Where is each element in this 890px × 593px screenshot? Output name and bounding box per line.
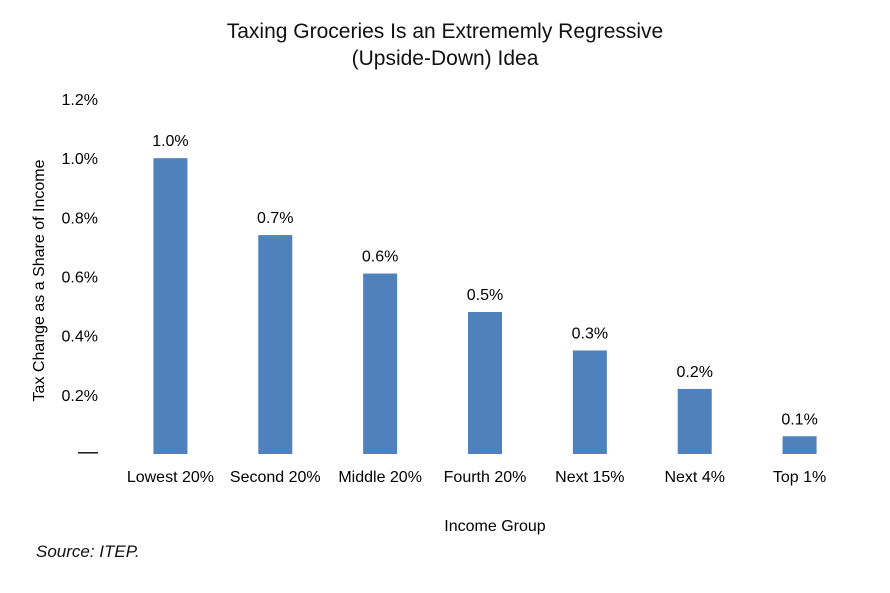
data-label: 0.2% xyxy=(676,364,712,381)
bar xyxy=(363,273,398,454)
bar xyxy=(572,350,607,454)
x-tick-label: Lowest 20% xyxy=(127,469,214,486)
x-tick-label: Top 1% xyxy=(773,469,826,486)
data-label: 0.7% xyxy=(257,210,293,227)
y-tick-label: 0.4% xyxy=(62,329,98,346)
x-tick-label: Second 20% xyxy=(230,469,321,486)
y-tick-label: 0.8% xyxy=(62,210,98,227)
x-tick-label: Middle 20% xyxy=(338,469,422,486)
y-tick-label: — xyxy=(78,441,98,463)
bar xyxy=(468,312,502,454)
bar xyxy=(677,388,712,454)
data-label: 0.3% xyxy=(572,325,608,342)
x-axis-label: Income Group xyxy=(444,518,545,535)
x-tick-label: Next 15% xyxy=(555,469,624,486)
x-tick-label: Fourth 20% xyxy=(444,469,527,486)
chart-title-line-1: Taxing Groceries Is an Extrememly Regres… xyxy=(226,20,664,43)
bar xyxy=(153,158,188,454)
chart-title-line-2: (Upside-Down) Idea xyxy=(351,47,539,70)
y-tick-label: 0.2% xyxy=(62,388,98,405)
data-label: 0.1% xyxy=(781,411,817,428)
bar xyxy=(258,235,293,454)
data-label: 0.6% xyxy=(362,249,398,266)
data-label: 1.0% xyxy=(152,133,188,150)
source-note: Source: ITEP. xyxy=(36,542,140,561)
y-axis-label: Tax Change as a Share of Income xyxy=(31,159,48,401)
bar xyxy=(782,436,817,454)
y-tick-label: 1.0% xyxy=(62,151,98,168)
y-tick-label: 0.6% xyxy=(62,270,98,287)
x-tick-label: Next 4% xyxy=(664,469,724,486)
data-label: 0.5% xyxy=(467,287,503,304)
y-tick-label: 1.2% xyxy=(62,92,98,109)
